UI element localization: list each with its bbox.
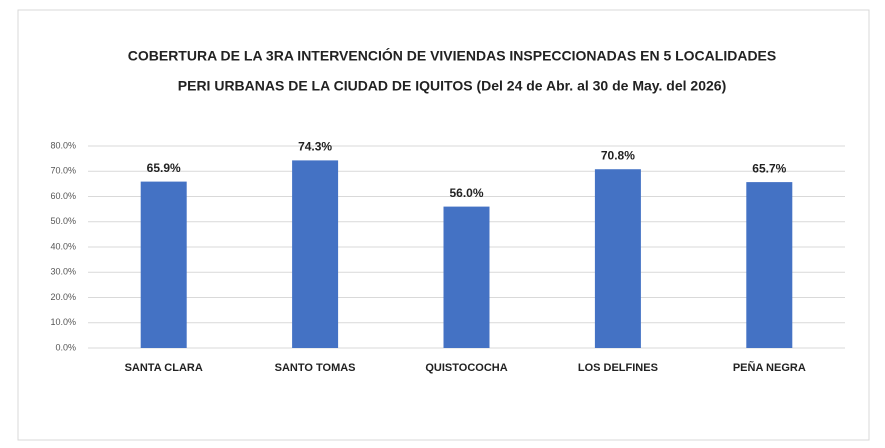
- y-tick-label: 10.0%: [50, 317, 76, 327]
- y-tick-label: 20.0%: [50, 292, 76, 302]
- y-tick-label: 0.0%: [55, 342, 76, 352]
- chart-title: COBERTURA DE LA 3RA INTERVENCIÓN DE VIVI…: [128, 47, 776, 64]
- y-tick-label: 30.0%: [50, 267, 76, 277]
- y-tick-label: 40.0%: [50, 241, 76, 251]
- value-label: 56.0%: [449, 186, 483, 200]
- y-tick-label: 80.0%: [50, 140, 76, 150]
- x-tick-label: LOS DELFINES: [578, 362, 658, 374]
- bar: [443, 206, 490, 348]
- chart-title: PERI URBANAS DE LA CIUDAD DE IQUITOS (De…: [178, 78, 726, 94]
- y-tick-label: 50.0%: [50, 216, 76, 226]
- value-label: 74.3%: [298, 140, 332, 154]
- bar: [746, 182, 793, 348]
- x-tick-label: SANTO TOMAS: [275, 362, 356, 374]
- y-tick-label: 60.0%: [50, 191, 76, 201]
- y-tick-label: 70.0%: [50, 166, 76, 176]
- bar: [140, 181, 187, 348]
- value-label: 65.7%: [752, 161, 786, 175]
- x-tick-label: QUISTOCOCHA: [425, 362, 507, 374]
- value-label: 70.8%: [601, 148, 635, 162]
- x-tick-label: PEÑA NEGRA: [733, 361, 806, 374]
- x-tick-label: SANTA CLARA: [125, 362, 203, 374]
- value-label: 65.9%: [147, 161, 181, 175]
- bar: [292, 160, 339, 348]
- bar: [594, 169, 641, 348]
